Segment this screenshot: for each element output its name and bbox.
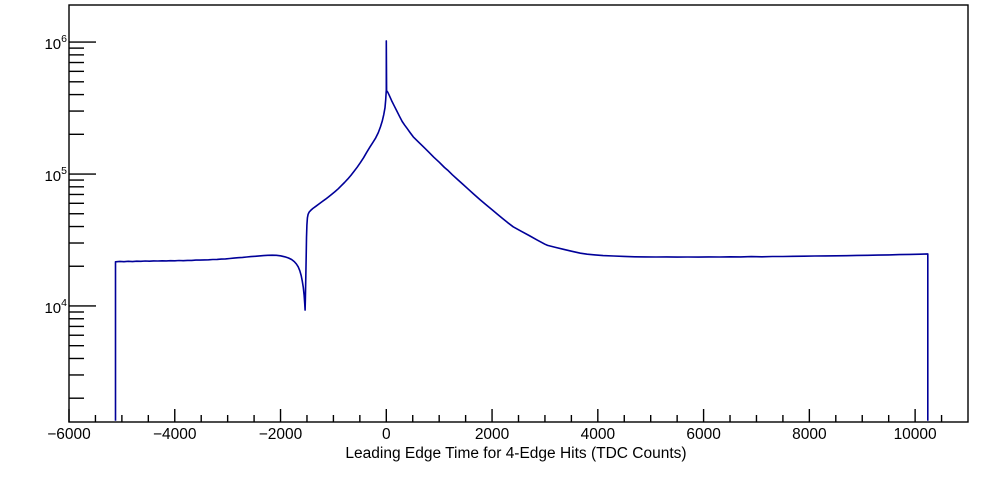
x-tick-label: 6000 <box>686 426 721 443</box>
x-axis-title: Leading Edge Time for 4-Edge Hits (TDC C… <box>345 445 686 462</box>
y-tick-label: 106 <box>44 33 67 53</box>
x-tick-label: 10000 <box>894 426 937 443</box>
x-tick-label: 8000 <box>792 426 827 443</box>
x-tick-label: 0 <box>382 426 391 443</box>
x-tick-label: −6000 <box>47 426 91 443</box>
x-tick-label: 2000 <box>475 426 510 443</box>
x-tick-label: 4000 <box>581 426 616 443</box>
plot-frame <box>68 4 969 423</box>
histogram-line <box>114 40 929 421</box>
x-tick-label: −2000 <box>259 426 303 443</box>
histogram-curve <box>114 40 929 421</box>
axes: −6000 −4000 −2000 0 2000 4000 6000 8000 10000 104… <box>44 4 969 443</box>
y-tick-label: 105 <box>44 165 67 185</box>
x-tick-label: −4000 <box>153 426 197 443</box>
y-tick-label: 104 <box>44 297 67 317</box>
